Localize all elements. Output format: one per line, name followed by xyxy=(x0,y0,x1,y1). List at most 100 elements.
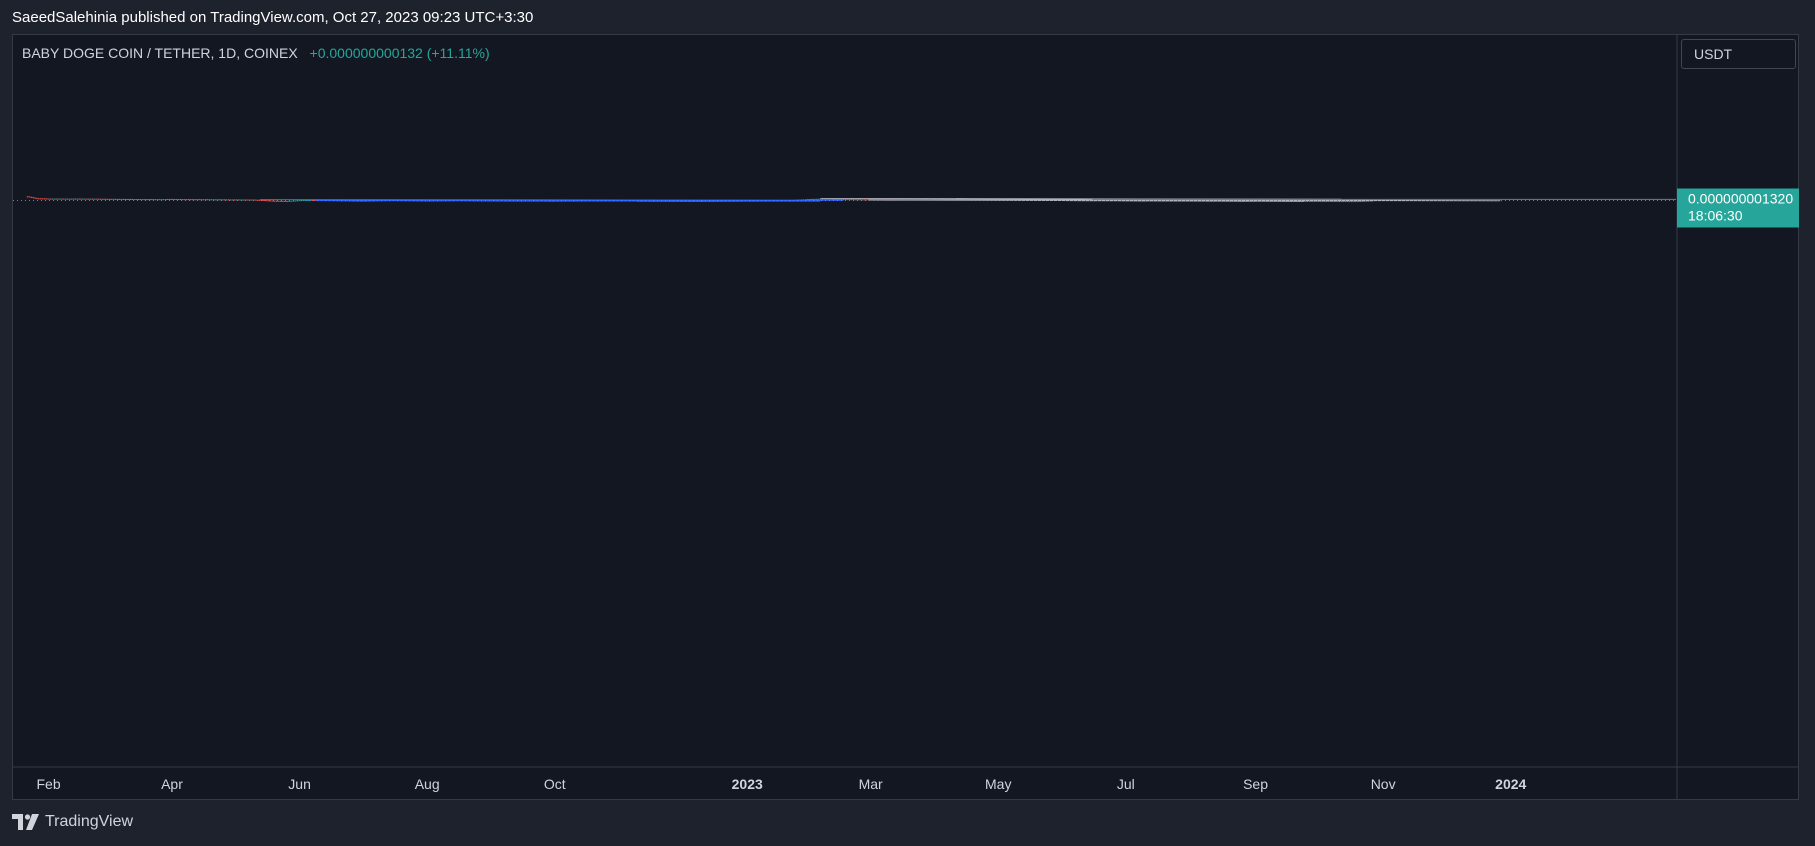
candle-body xyxy=(87,198,90,200)
footer-brand-text: TradingView xyxy=(45,813,134,830)
candle-body xyxy=(955,198,958,200)
candle-body xyxy=(79,198,81,200)
candle-body xyxy=(1304,200,1307,202)
last-price-label: 0.000000001320 xyxy=(1688,191,1793,207)
time-tick-label: Sep xyxy=(1243,776,1268,792)
candle-body xyxy=(175,199,178,201)
candle-body xyxy=(135,199,138,201)
time-tick-label: Jun xyxy=(288,776,311,792)
candle-body xyxy=(1321,200,1324,202)
candle-body xyxy=(1338,201,1341,203)
candle-body xyxy=(1344,201,1347,203)
candle-body xyxy=(221,199,224,201)
candle-body xyxy=(290,200,293,202)
candle-body xyxy=(208,199,211,201)
candle-body xyxy=(93,198,96,200)
candle-body xyxy=(817,198,820,200)
candle-body xyxy=(26,196,29,198)
candle-body xyxy=(58,198,60,200)
candle-body xyxy=(102,198,104,200)
candle-body xyxy=(231,199,234,201)
trend-drawings[interactable] xyxy=(259,198,1676,202)
candle-body xyxy=(85,198,88,200)
candle-body xyxy=(202,199,205,201)
candle-body xyxy=(840,199,843,201)
candle-body xyxy=(62,198,65,200)
time-tick-label: Jul xyxy=(1117,776,1135,792)
time-tick-label: Apr xyxy=(161,776,183,792)
candle-body xyxy=(120,198,123,200)
candle-body xyxy=(143,199,146,201)
candle-body xyxy=(139,199,142,201)
candle-body xyxy=(292,200,295,202)
time-tick-label: Feb xyxy=(36,776,60,792)
candle-body xyxy=(250,199,253,201)
candle-body xyxy=(114,198,117,200)
candle-body xyxy=(867,199,870,201)
bar-countdown-label: 18:06:30 xyxy=(1688,208,1743,224)
time-tick-label: Oct xyxy=(544,776,566,792)
candle-body xyxy=(844,199,847,201)
candle-body xyxy=(39,198,42,200)
candle-body xyxy=(1325,201,1328,203)
candle-body xyxy=(181,199,184,201)
candle-body xyxy=(210,199,213,201)
candle-body xyxy=(815,198,818,200)
candle-body xyxy=(51,198,54,200)
time-tick-label: Nov xyxy=(1371,776,1396,792)
candle-body xyxy=(1302,200,1305,202)
channel-upper-line[interactable] xyxy=(259,198,844,201)
candle-body xyxy=(311,199,314,201)
time-axis[interactable]: Feb Apr Jun Aug Oct 2023 Mar May Jul Sep Nov 2024 xyxy=(36,776,1526,792)
candle-body xyxy=(865,199,868,201)
footer-brand[interactable]: TradingView xyxy=(12,813,133,831)
candle-body xyxy=(859,199,862,201)
candle-body xyxy=(1355,201,1357,203)
candle-body xyxy=(154,199,157,201)
candle-body xyxy=(158,199,161,201)
candle-body xyxy=(215,199,217,201)
candle-body xyxy=(298,200,301,202)
candle-body xyxy=(984,199,987,201)
candle-body xyxy=(206,199,209,201)
channel-lower-line[interactable] xyxy=(316,199,821,202)
symbol-title[interactable]: BABY DOGE COIN / TETHER, 1D, COINEX xyxy=(22,45,298,61)
candle-body xyxy=(836,198,839,200)
candle-body xyxy=(288,200,291,202)
candle-body xyxy=(809,199,811,201)
candle-body xyxy=(254,199,257,201)
candle-body xyxy=(189,199,192,201)
candle-body xyxy=(233,199,236,201)
candle-body xyxy=(1346,201,1349,203)
candle-body xyxy=(145,199,148,201)
candle-body xyxy=(1315,200,1318,202)
candle-body xyxy=(281,200,284,202)
candle-body xyxy=(1357,201,1359,203)
candle-body xyxy=(1332,200,1334,202)
candle-body xyxy=(162,199,165,201)
candle-body xyxy=(127,198,129,200)
candle-body xyxy=(106,198,109,200)
chart-frame[interactable] xyxy=(12,34,1799,800)
candle-body xyxy=(279,200,282,202)
candle-body xyxy=(832,198,834,200)
candle-body xyxy=(118,198,121,200)
candle-body xyxy=(1313,200,1316,202)
symbol-legend: BABY DOGE COIN / TETHER, 1D, COINEX +0.0… xyxy=(22,45,490,61)
candle-body xyxy=(125,198,127,200)
candle-body xyxy=(813,198,816,200)
candle-body xyxy=(242,199,245,201)
candle-body xyxy=(185,199,188,201)
candle-body xyxy=(1342,201,1345,203)
candle-body xyxy=(273,200,276,202)
candle-body xyxy=(284,200,286,202)
candle-body xyxy=(179,199,182,201)
candle-body xyxy=(95,198,98,200)
candle-body xyxy=(838,198,841,200)
candle-body xyxy=(152,199,155,201)
descending-resistance-line[interactable] xyxy=(1096,199,1501,202)
candle-body xyxy=(160,199,163,201)
currency-selector[interactable]: USDT xyxy=(1681,39,1796,69)
